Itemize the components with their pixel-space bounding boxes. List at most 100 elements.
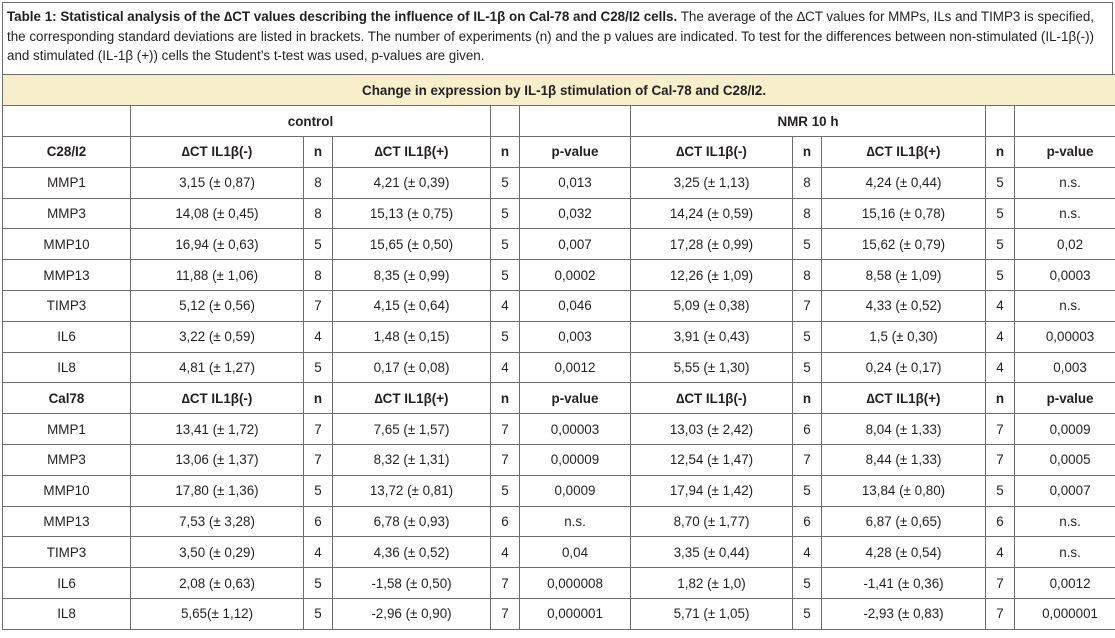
table-cell: 15,62 (± 0,79) [821, 228, 986, 261]
gene-label: IL8 [2, 351, 131, 384]
table-cell: 7 [985, 597, 1015, 630]
table-row: IL8 4,81 (± 1,27) 5 0,17 (± 0,08) 4 0,0012 5,5… [2, 351, 1115, 384]
table-cell: 1,82 (± 1,0) [630, 567, 793, 599]
table-cell: 7,65 (± 1,57) [332, 413, 491, 445]
table-cell: 8 [303, 259, 333, 291]
table-cell: 5 [490, 228, 520, 261]
table-cell: 0,17 (± 0,08) [332, 351, 491, 384]
section-label: Cal78 [2, 382, 131, 415]
table-cell: 7 [490, 413, 520, 445]
column-header: ∆CT IL1β(+) [332, 382, 491, 415]
table-cell: 0,0012 [1013, 567, 1115, 599]
table-cell: 15,65 (± 0,50) [332, 228, 491, 261]
table-cell: 5 [303, 474, 333, 507]
table-cell: 0,013 [519, 166, 631, 199]
table-cell: 13,84 (± 0,80) [821, 474, 986, 507]
table-row: MMP13 11,88 (± 1,06) 8 8,35 (± 0,99) 5 0,0002… [2, 259, 1115, 291]
table-cell: 17,80 (± 1,36) [130, 474, 304, 507]
table-cell: 13,41 (± 1,72) [130, 413, 304, 445]
table-cell: 8,32 (± 1,31) [332, 443, 491, 476]
section-header-row: Cal78 ∆CT IL1β(-) n ∆CT IL1β(+) n p-value ∆CT … [2, 382, 1115, 415]
table-cell: 15,16 (± 0,78) [821, 197, 986, 230]
table-cell: 5 [490, 320, 520, 353]
table-cell: 7 [303, 289, 333, 322]
group-blank-cell [985, 105, 1015, 137]
table-cell: 7 [985, 413, 1015, 445]
column-header: p-value [1013, 382, 1115, 415]
table-cell: -1,41 (± 0,36) [821, 567, 986, 599]
table-row: MMP10 17,80 (± 1,36) 5 13,72 (± 0,81) 5 0,000… [2, 474, 1115, 507]
table-cell: 17,94 (± 1,42) [630, 474, 793, 507]
table-cell: 0,032 [519, 197, 631, 230]
table-cell: 5 [490, 166, 520, 199]
table-cell: 0,007 [519, 228, 631, 261]
table-cell: 0,0005 [1013, 443, 1115, 476]
table-cell: 5 [985, 228, 1015, 261]
table-cell: 3,50 (± 0,29) [130, 536, 304, 569]
table-cell: n.s. [519, 505, 631, 538]
table-cell: 12,54 (± 1,47) [630, 443, 793, 476]
table-cell: 0,003 [519, 320, 631, 353]
gene-label: MMP13 [2, 259, 131, 291]
table-cell: 5 [792, 228, 822, 261]
table-cell: 6 [985, 505, 1015, 538]
gene-label: MMP13 [2, 505, 131, 538]
table-cell: 4 [490, 536, 520, 569]
table-cell: 1,5 (± 0,30) [821, 320, 986, 353]
gene-label: IL6 [2, 320, 131, 353]
table-cell: 8 [792, 197, 822, 230]
table-title: Change in expression by IL-1β stimulatio… [1, 74, 1115, 106]
table-cell: 3,25 (± 1,13) [630, 166, 793, 199]
table-cell: 5 [303, 228, 333, 261]
column-header: ∆CT IL1β(+) [821, 136, 986, 168]
table-cell: 15,13 (± 0,75) [332, 197, 491, 230]
table-row: IL8 5,65(± 1,12) 5 -2,96 (± 0,90) 7 0,000001 5… [2, 597, 1115, 630]
table-cell: 4 [490, 289, 520, 322]
table-cell: 12,26 (± 1,09) [630, 259, 793, 291]
table-cell: 7 [490, 567, 520, 599]
table-cell: 5 [792, 597, 822, 630]
table-cell: 7 [792, 289, 822, 322]
table-cell: 6 [303, 505, 333, 538]
table-cell: 0,0009 [519, 474, 631, 507]
column-header: ∆CT IL1β(-) [630, 136, 793, 168]
table-cell: 6 [490, 505, 520, 538]
gene-label: TIMP3 [2, 536, 131, 569]
table-cell: 7 [490, 597, 520, 630]
table-cell: 4 [303, 536, 333, 569]
table-cell: 8,04 (± 1,33) [821, 413, 986, 445]
table-row: MMP1 13,41 (± 1,72) 7 7,65 (± 1,57) 7 0,00003… [2, 413, 1115, 445]
table-cell: 5,71 (± 1,05) [630, 597, 793, 630]
table-cell: 8,58 (± 1,09) [821, 259, 986, 291]
table-cell: 13,03 (± 2,42) [630, 413, 793, 445]
section-header-row: C28/I2 ∆CT IL1β(-) n ∆CT IL1β(+) n p-value ∆CT… [2, 136, 1115, 168]
table-cell: 8 [792, 259, 822, 291]
table-cell: 7,53 (± 3,28) [130, 505, 304, 538]
table-title-row: Change in expression by IL-1β stimulatio… [1, 74, 1115, 106]
column-header: p-value [519, 136, 631, 168]
table-cell: 4,21 (± 0,39) [332, 166, 491, 199]
table-cell: 5 [490, 259, 520, 291]
table-cell: 0,00009 [519, 443, 631, 476]
table-cell: 6 [792, 505, 822, 538]
table-cell: 0,0012 [519, 351, 631, 384]
table-cell: 4,33 (± 0,52) [821, 289, 986, 322]
table-cell: 0,00003 [519, 413, 631, 445]
table-cell: 0,0007 [1013, 474, 1115, 507]
group-blank-cell [1013, 105, 1115, 137]
table-cell: 14,24 (± 0,59) [630, 197, 793, 230]
table-cell: -1,58 (± 0,50) [332, 567, 491, 599]
table-cell: 0,02 [1013, 228, 1115, 261]
table-cell: 0,003 [1013, 351, 1115, 384]
table-cell: 5,55 (± 1,30) [630, 351, 793, 384]
table-cell: 4,28 (± 0,54) [821, 536, 986, 569]
table-cell: 0,000001 [1013, 597, 1115, 630]
column-header: n [490, 136, 520, 168]
table-cell: 4 [303, 320, 333, 353]
table-cell: 5 [985, 474, 1015, 507]
column-header: n [985, 136, 1015, 168]
table-cell: 4 [985, 351, 1015, 384]
table-row: MMP13 7,53 (± 3,28) 6 6,78 (± 0,93) 6 n.s. 8,7… [2, 505, 1115, 538]
table-cell: 5 [985, 197, 1015, 230]
